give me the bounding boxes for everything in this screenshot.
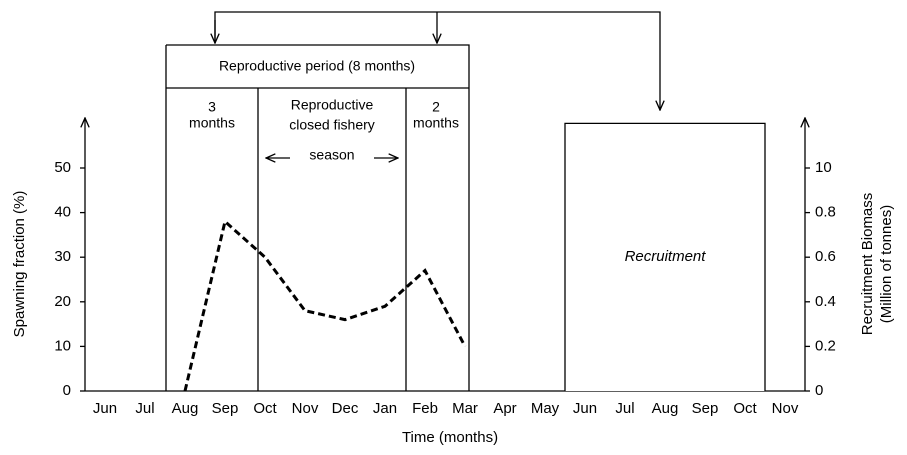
y2-tick-label: 0.4 xyxy=(815,293,836,310)
x-tick-label: Sep xyxy=(212,400,239,417)
y-tick-label: 30 xyxy=(54,248,71,265)
y2-tick-label: 0 xyxy=(815,382,823,399)
recruitment-outline xyxy=(564,122,766,391)
y2-tick-label: 0.6 xyxy=(815,248,836,265)
x-tick-label: Nov xyxy=(292,400,319,417)
y2-tick-label: 10 xyxy=(815,159,832,176)
x-tick-label: Aug xyxy=(652,400,679,417)
recruitment-label: Recruitment xyxy=(625,248,707,265)
recruitment-bar xyxy=(645,123,685,392)
x-tick-label: Dec xyxy=(332,400,359,417)
annotation: season xyxy=(309,147,354,163)
x-tick-label: Jun xyxy=(93,400,117,417)
period-label: Reproductive period (8 months) xyxy=(219,58,415,74)
x-tick-label: Nov xyxy=(772,400,799,417)
x-tick-label: Apr xyxy=(493,400,516,417)
y2-tick-label: 0.2 xyxy=(815,337,836,354)
x-axis-label: Time (months) xyxy=(402,429,498,446)
x-tick-label: Jul xyxy=(615,400,634,417)
x-tick-label: May xyxy=(531,400,560,417)
annotation: Reproductive xyxy=(291,97,374,113)
y-axis-label: Spawning fraction (%) xyxy=(11,191,28,338)
y2-axis-label: Recruitment Biomass xyxy=(859,193,876,336)
period-box xyxy=(165,44,470,391)
annotation: months xyxy=(413,115,459,131)
x-tick-label: Oct xyxy=(733,400,757,417)
recruitment-bar xyxy=(565,123,605,392)
y-tick-label: 20 xyxy=(54,293,71,310)
y-tick-label: 10 xyxy=(54,337,71,354)
x-tick-label: Mar xyxy=(452,400,478,417)
annotation: 3 xyxy=(208,99,216,115)
x-tick-label: Feb xyxy=(412,400,438,417)
x-tick-label: Oct xyxy=(253,400,277,417)
x-tick-label: Sep xyxy=(692,400,719,417)
y-tick-label: 40 xyxy=(54,204,71,221)
y2-axis-label: (Million of tonnes) xyxy=(878,205,895,323)
recruitment-bar xyxy=(685,123,725,392)
annotation: 2 xyxy=(432,99,440,115)
annotation: months xyxy=(189,115,235,131)
annotation: closed fishery xyxy=(289,117,375,133)
x-tick-label: Aug xyxy=(172,400,199,417)
y-tick-label: 50 xyxy=(54,159,71,176)
recruitment-bar xyxy=(725,123,765,392)
y2-tick-label: 0.8 xyxy=(815,204,836,221)
y-tick-label: 0 xyxy=(63,382,71,399)
recruitment-bar xyxy=(605,123,645,392)
spawning-line xyxy=(183,218,467,392)
x-tick-label: Jan xyxy=(373,400,397,417)
x-tick-label: Jul xyxy=(135,400,154,417)
x-tick-label: Jun xyxy=(573,400,597,417)
